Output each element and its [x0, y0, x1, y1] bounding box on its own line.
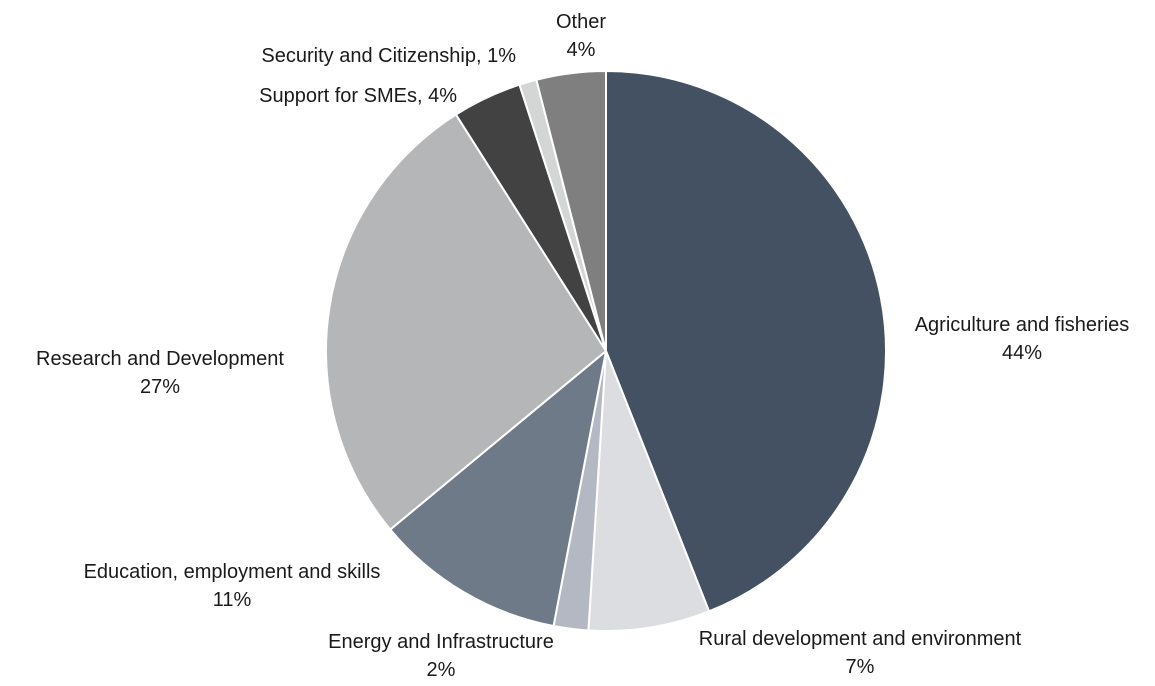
pie-labels: Agriculture and fisheries 44% Rural develo…: [36, 11, 1129, 681]
pie-slice-agriculture-and-fisheries: [605, 70, 887, 613]
slice-label-value: 27%: [140, 376, 180, 398]
slice-label-name: Research and Development: [36, 348, 284, 370]
slice-label-name: Rural development and environment: [699, 628, 1022, 650]
pie-slice-rural-development-and-environment: [587, 350, 711, 632]
slice-label-value: 7%: [846, 656, 875, 678]
slice-label-name: Other: [556, 11, 606, 33]
pie-slice-other: [535, 70, 607, 352]
slice-label: Education, employment and skills 11%: [84, 561, 381, 611]
slice-label: Rural development and environment 7%: [699, 628, 1022, 678]
slice-label-value: 11%: [213, 589, 252, 611]
slice-label: Security and Citizenship, 1%: [261, 45, 516, 67]
slice-label-value: 4%: [567, 39, 596, 61]
slice-label: Research and Development 27%: [36, 348, 284, 398]
pie-slices: [325, 70, 887, 632]
pie-slice-education-employment-and-skills: [389, 350, 607, 628]
slice-label-value: 44%: [1002, 342, 1042, 364]
slice-label: Other 4%: [556, 11, 606, 61]
slice-label: Energy and Infrastructure 2%: [328, 631, 554, 681]
slice-label-name: Agriculture and fisheries: [915, 314, 1130, 336]
slice-label: Agriculture and fisheries 44%: [915, 314, 1130, 364]
pie-slice-research-and-development: [325, 113, 607, 531]
slice-label-name: Energy and Infrastructure: [328, 631, 554, 653]
slice-label: Support for SMEs, 4%: [259, 85, 457, 107]
slice-label-value: 2%: [427, 659, 456, 681]
slice-label-name: Education, employment and skills: [84, 561, 381, 583]
